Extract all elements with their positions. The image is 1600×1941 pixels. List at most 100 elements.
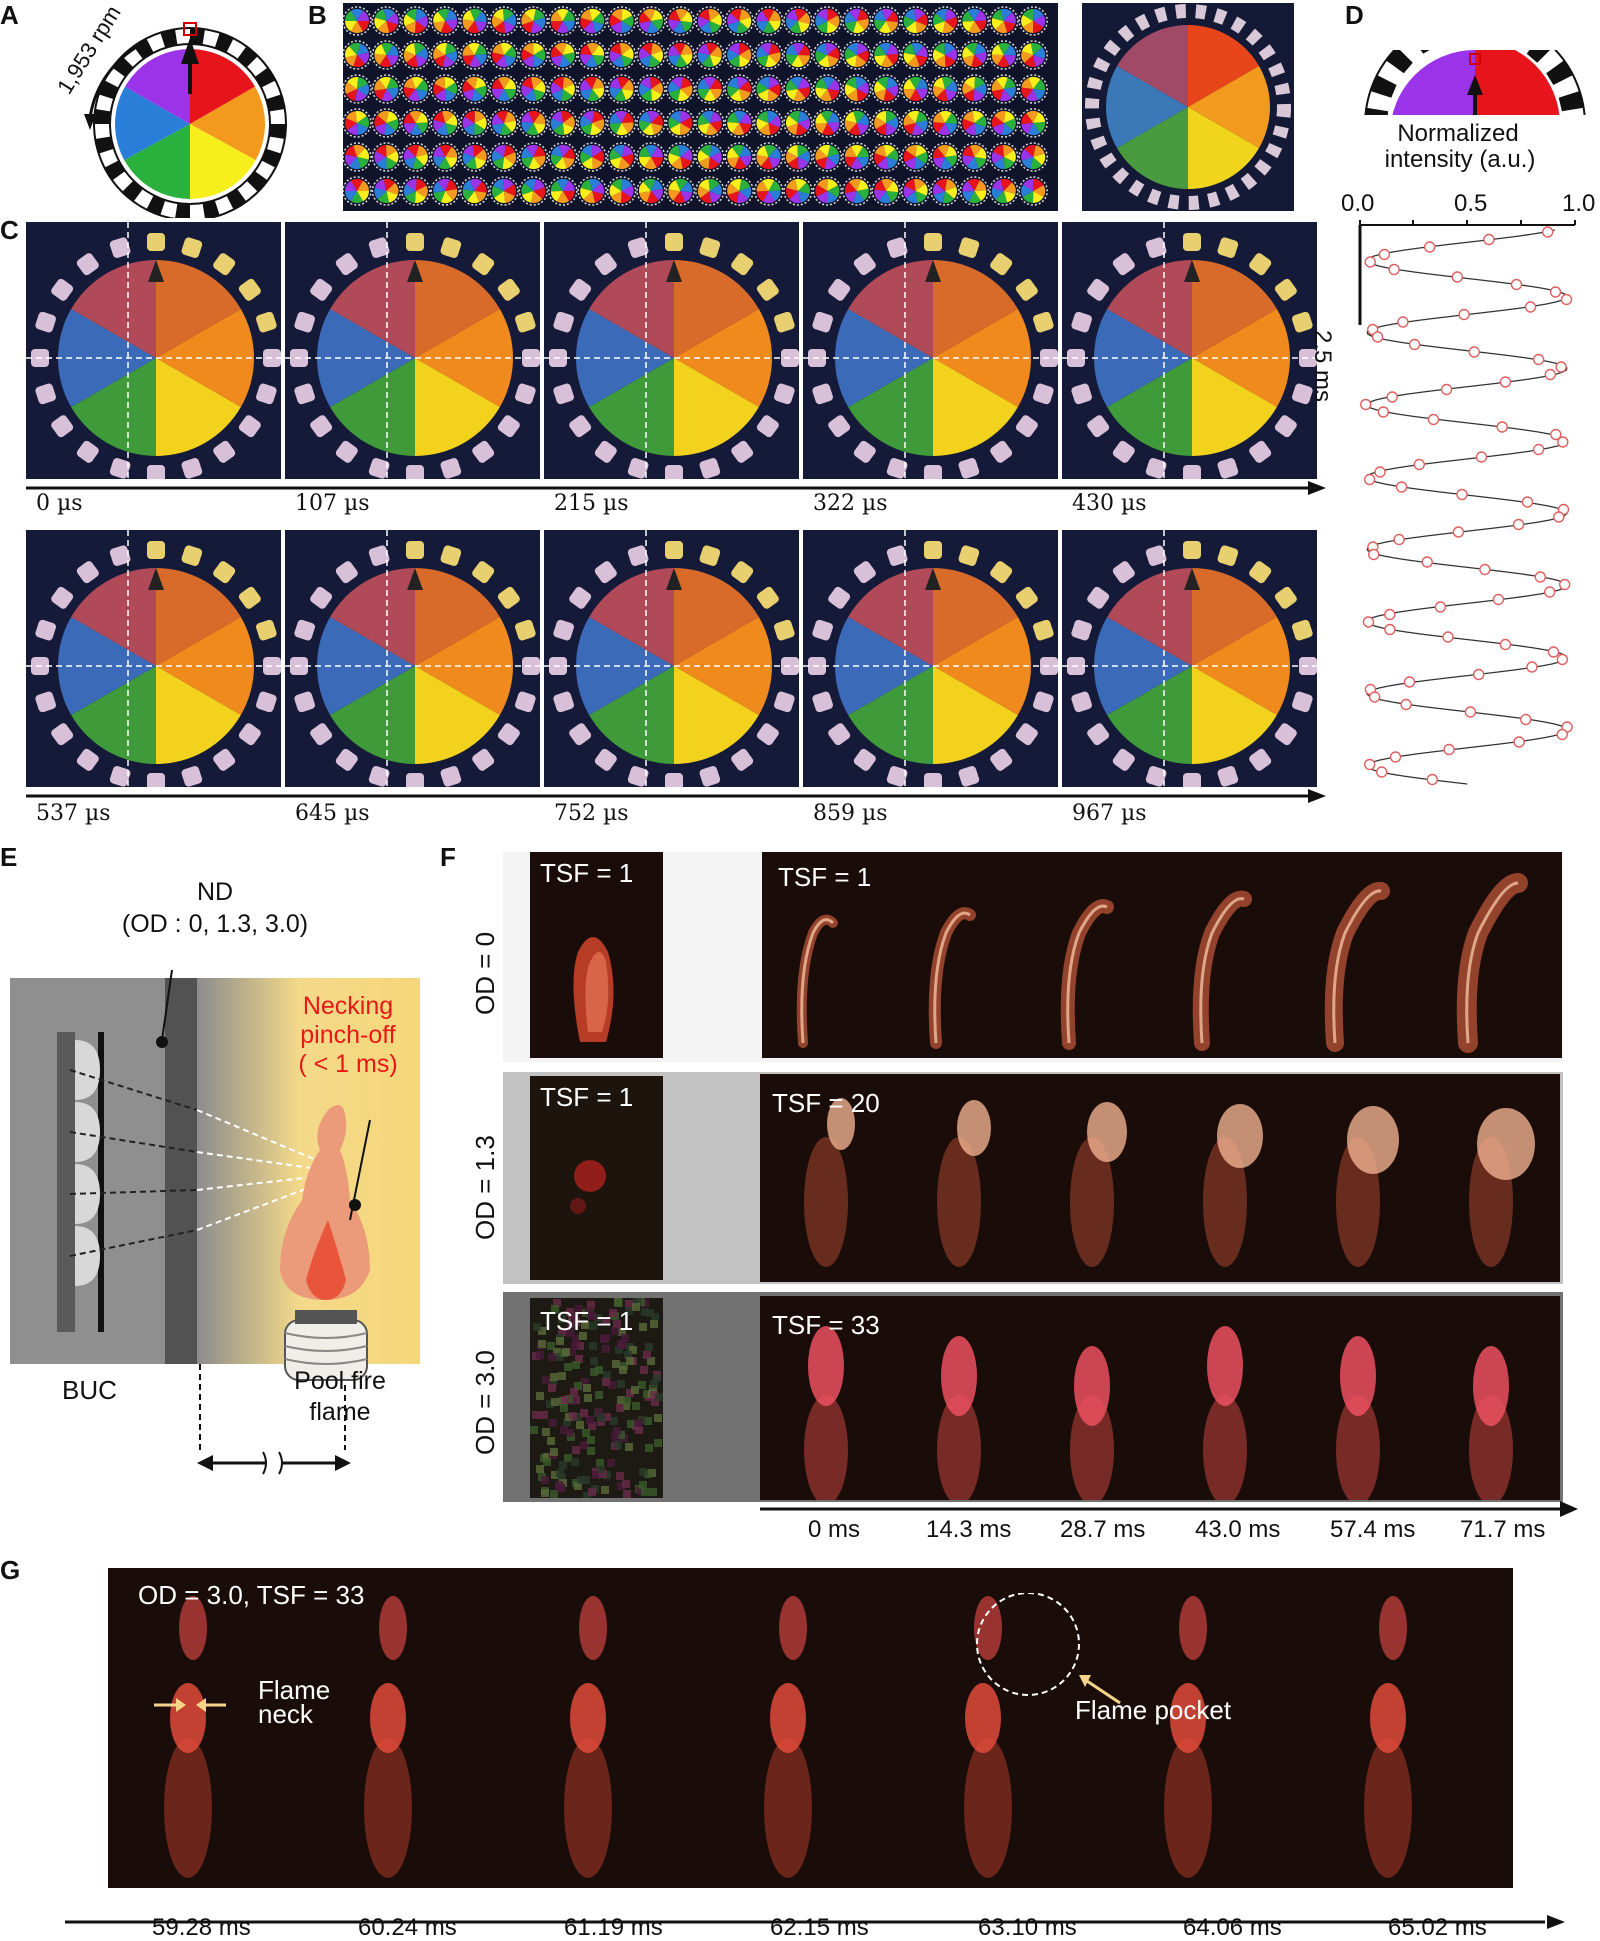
mini-wheel [516, 71, 551, 106]
noise-pixel [577, 1476, 585, 1484]
noise-pixel [643, 1351, 651, 1359]
trace-point [1474, 670, 1484, 680]
c-time-2: 215 µs [554, 491, 629, 516]
mini-wheel [396, 69, 435, 108]
trace-point [1365, 257, 1375, 267]
mini-wheel [428, 106, 462, 140]
f-tsf-left-0: TSF = 1 [540, 858, 633, 889]
c-time-0: 0 µs [36, 491, 83, 516]
wheel-frame [803, 222, 1058, 479]
mini-wheel [1019, 177, 1047, 205]
g-pocket: Flame pocket [1075, 1695, 1231, 1726]
mini-wheel [456, 3, 492, 39]
noise-pixel [582, 1429, 590, 1437]
mini-wheel [808, 172, 846, 210]
trace-point [1526, 302, 1536, 312]
noise-pixel [595, 1366, 603, 1374]
trace-point [1373, 332, 1383, 342]
g-header: OD = 3.0, TSF = 33 [138, 1580, 364, 1611]
noise-pixel [610, 1417, 618, 1425]
mini-wheel [896, 70, 934, 108]
wheel-frame [285, 222, 540, 479]
mini-wheel [662, 173, 699, 210]
trace-point [1493, 595, 1503, 605]
flame-lower [370, 1683, 406, 1753]
trace-point [1558, 437, 1568, 447]
noise-pixel [564, 1363, 572, 1371]
mini-wheel [665, 5, 696, 36]
mini-wheel [603, 104, 641, 142]
noise-pixel [655, 1393, 663, 1401]
mini-wheel [547, 107, 578, 138]
noise-pixel [638, 1381, 646, 1389]
noise-pixel [536, 1465, 544, 1473]
noise-pixel [602, 1345, 610, 1353]
mini-wheel [489, 6, 519, 36]
noise-pixel [543, 1458, 551, 1466]
noise-pixel [623, 1397, 631, 1405]
noise-pixel [650, 1320, 658, 1328]
noise-pixel [601, 1486, 609, 1494]
mini-wheel [485, 172, 524, 211]
mini-wheel [749, 3, 788, 40]
noise-pixel [541, 1489, 549, 1497]
mini-wheel [661, 36, 700, 75]
mini-wheel [694, 176, 725, 207]
flame-body [764, 1738, 812, 1878]
trace-point [1549, 647, 1559, 657]
mini-wheel [750, 105, 786, 141]
intensity-trace-plot [1325, 220, 1590, 795]
trace-point [1545, 370, 1555, 380]
f-tsf-right-0: TSF = 1 [778, 862, 871, 893]
trace-point [1365, 475, 1375, 485]
mini-wheel [457, 72, 492, 107]
wheel-montage-grid [343, 3, 1058, 211]
noise-pixel [613, 1427, 621, 1435]
panel-label-c: C [0, 215, 19, 246]
mini-wheel [1014, 3, 1052, 40]
mini-wheel [401, 109, 430, 138]
flame-body [964, 1738, 1012, 1878]
mini-wheel [986, 174, 1021, 209]
mini-wheel [899, 39, 932, 72]
wheel-frame [544, 530, 799, 787]
mini-wheel [515, 105, 552, 142]
noise-pixel [654, 1414, 662, 1422]
noise-pixel [627, 1420, 635, 1428]
trace-point [1375, 467, 1385, 477]
c-time-9: 967 µs [1072, 801, 1147, 826]
noise-pixel [622, 1480, 630, 1488]
mini-wheel [783, 142, 812, 171]
half-wheel-diagram [1360, 50, 1590, 130]
mini-wheel [720, 137, 759, 176]
flame-lower [570, 1683, 606, 1753]
noise-pixel [572, 1446, 580, 1454]
mini-wheel [455, 104, 494, 143]
trace-point [1442, 385, 1452, 395]
noise-pixel [561, 1396, 569, 1404]
mini-wheel [577, 40, 607, 70]
mini-wheel [631, 103, 671, 143]
panel-label-f: F [440, 842, 456, 873]
trace-point [1422, 557, 1432, 567]
noise-pixel [559, 1461, 567, 1469]
mini-wheel [782, 73, 814, 105]
trace-point [1378, 407, 1388, 417]
d-tick-0: 0.0 [1341, 190, 1374, 218]
mini-wheel [400, 39, 432, 71]
mini-wheel [368, 71, 405, 108]
mini-wheel [455, 171, 494, 210]
mini-wheel [778, 103, 817, 142]
mini-wheel [543, 70, 582, 109]
mini-wheel [549, 177, 577, 205]
wheel-zoom-image [1082, 3, 1294, 211]
mini-wheel [928, 72, 962, 106]
trace-point [1497, 422, 1507, 432]
mini-wheel [370, 174, 404, 208]
trace-point [1397, 482, 1407, 492]
trace-point [1523, 497, 1533, 507]
trace-point [1535, 572, 1545, 582]
mini-wheel [343, 74, 372, 105]
necking-label-2: pinch-off [278, 1021, 418, 1050]
f-strip-2 [760, 1296, 1560, 1500]
